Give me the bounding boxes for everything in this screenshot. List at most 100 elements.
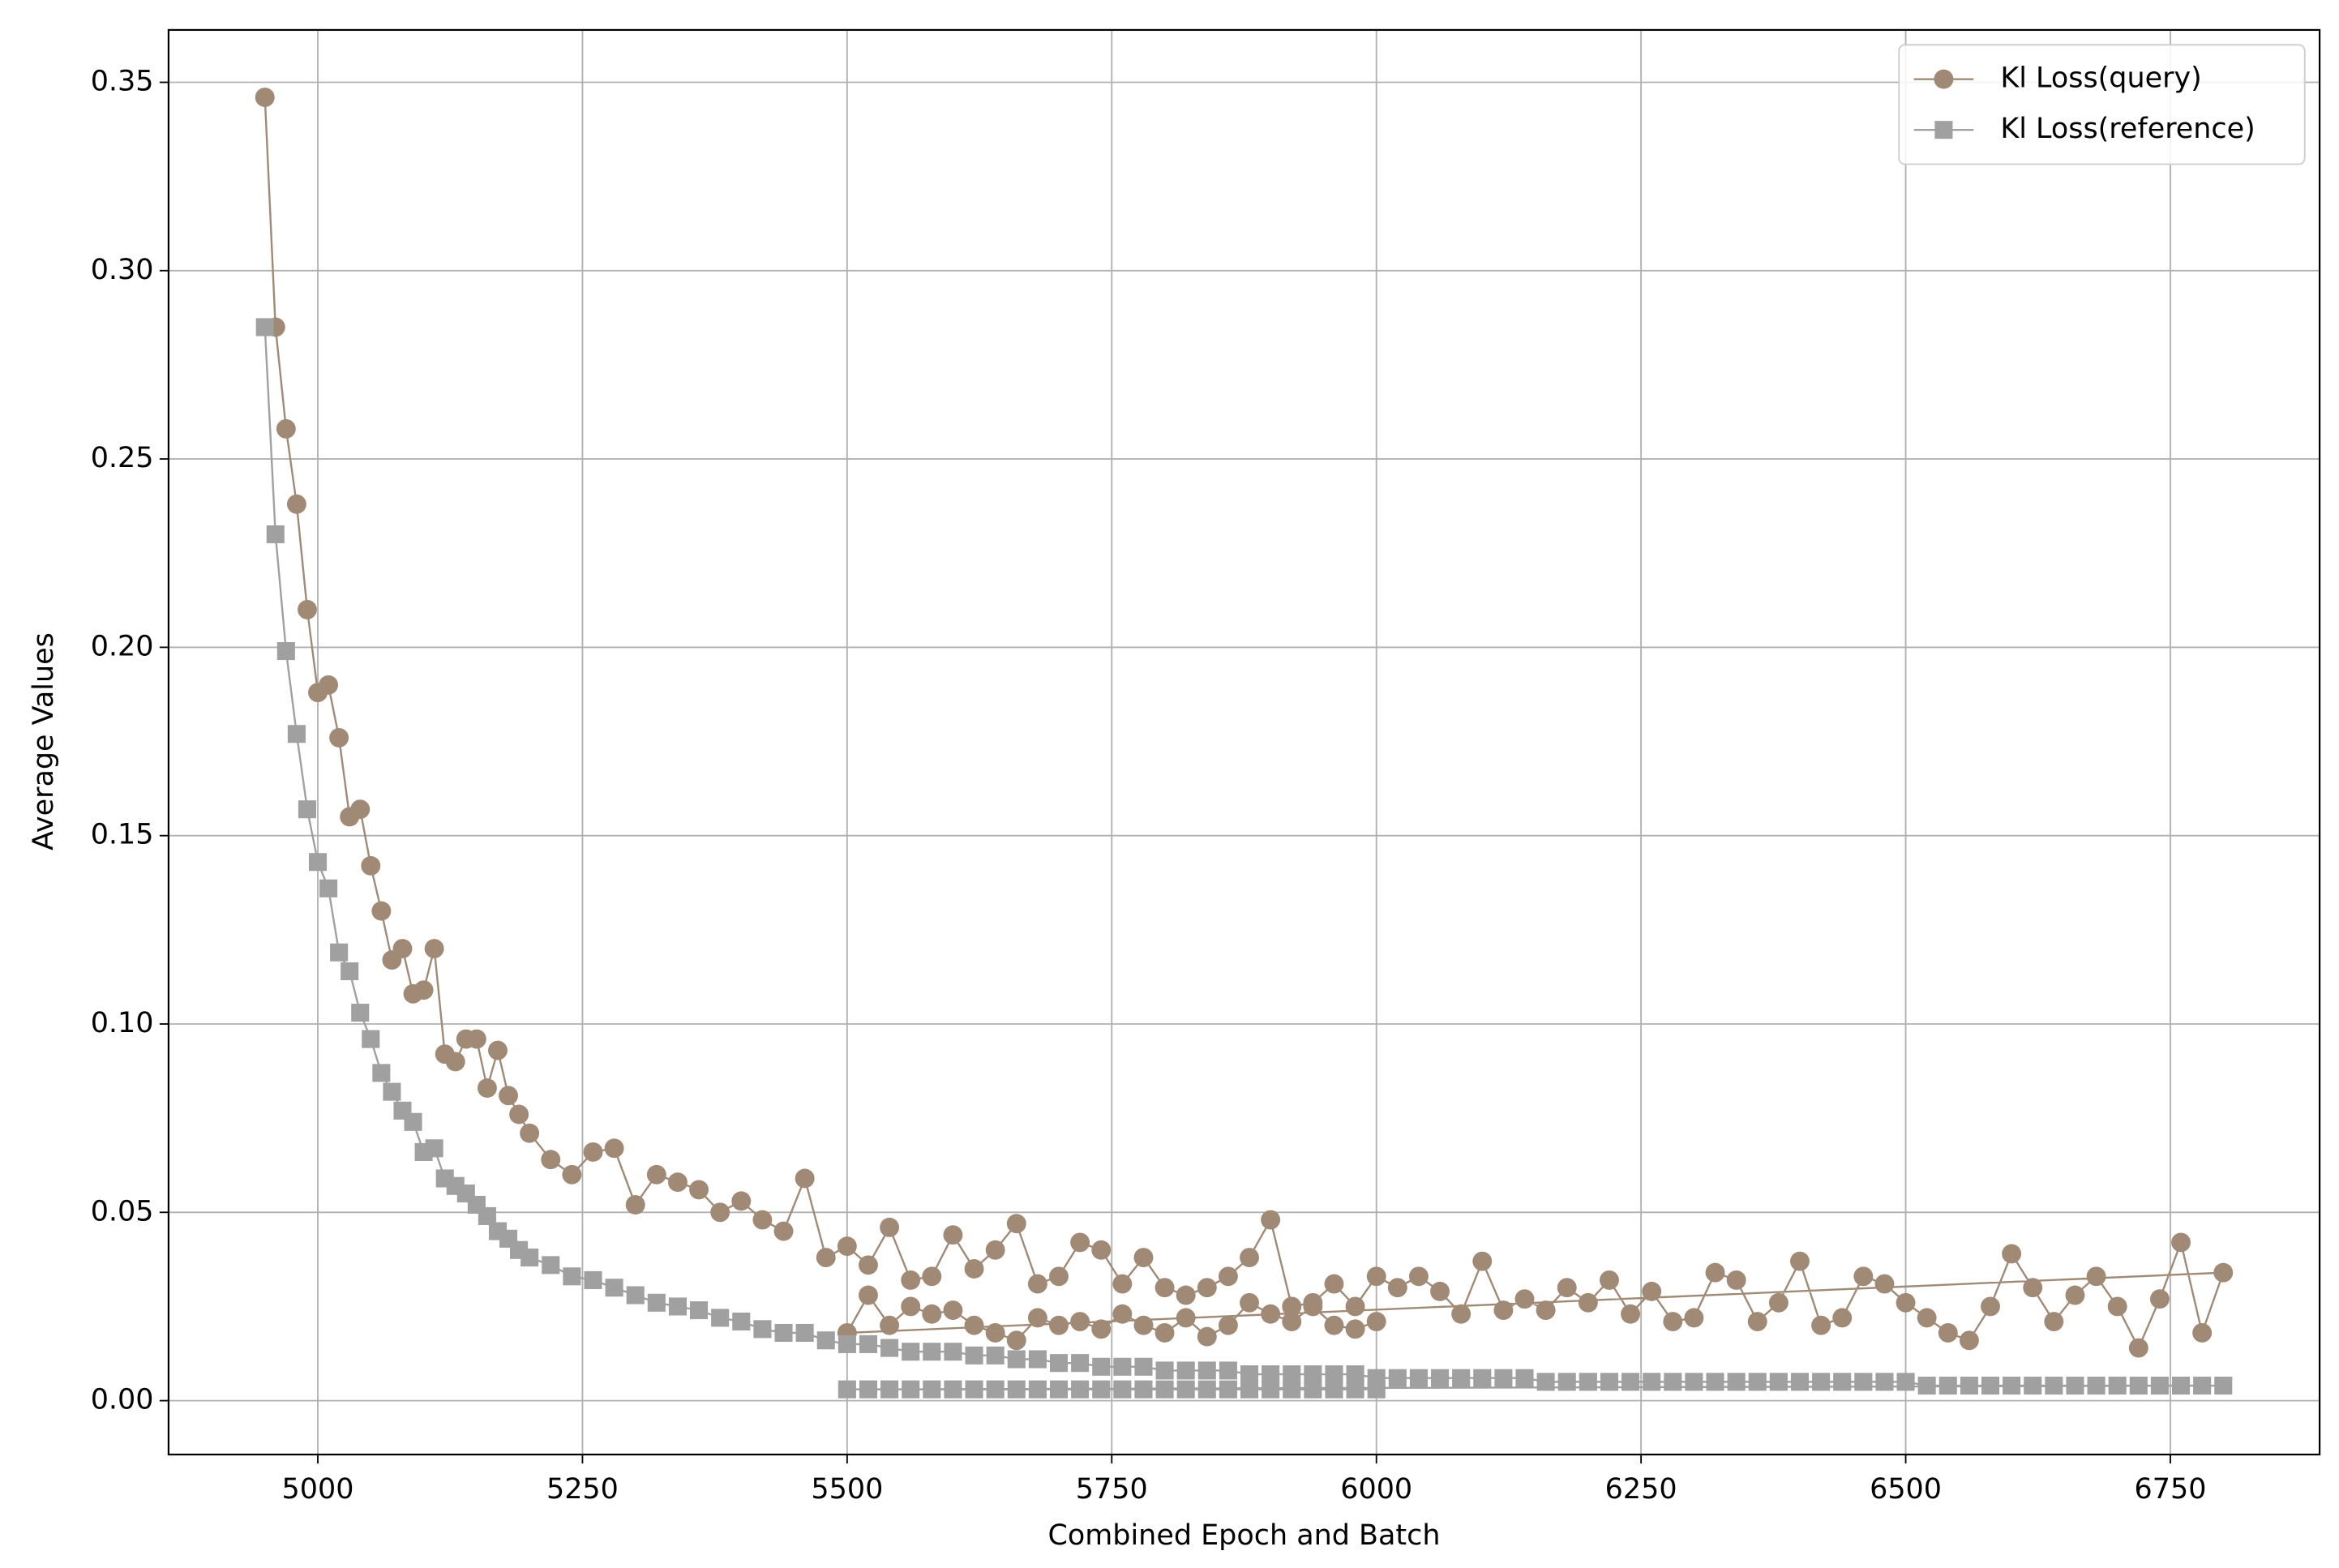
x-tick-label: 6500 (1870, 1473, 1942, 1506)
data-point (478, 1206, 496, 1225)
data-point (2150, 1376, 2169, 1395)
data-point (1028, 1380, 1047, 1399)
data-point (668, 1297, 687, 1316)
data-point (901, 1270, 921, 1290)
y-tick-label: 0.30 (91, 254, 154, 286)
data-point (1685, 1373, 1703, 1391)
data-point (1536, 1300, 1556, 1321)
data-point (1197, 1278, 1217, 1298)
data-point (1112, 1274, 1133, 1294)
plot-frame (167, 28, 2321, 1456)
data-point (1409, 1369, 1428, 1387)
data-point (1854, 1373, 1873, 1391)
data-point (351, 1004, 370, 1022)
data-point (1705, 1262, 1725, 1283)
data-point (541, 1150, 561, 1170)
data-point (752, 1210, 773, 1230)
data-point (1452, 1369, 1471, 1387)
data-point (880, 1217, 900, 1237)
data-point (488, 1040, 508, 1060)
data-point (965, 1380, 983, 1399)
data-point (319, 879, 338, 898)
data-point (392, 939, 413, 959)
data-point (1981, 1296, 2000, 1317)
data-point (901, 1296, 921, 1317)
data-point (690, 1301, 709, 1320)
data-point (1812, 1373, 1831, 1391)
x-tick-label: 6000 (1340, 1473, 1412, 1506)
data-point (1070, 1312, 1090, 1332)
data-point (1536, 1373, 1555, 1391)
data-point (1663, 1312, 1683, 1332)
data-point (1938, 1323, 1958, 1343)
data-point (361, 855, 381, 876)
legend-label: Kl Loss(query) (2000, 62, 2201, 95)
data-point (2214, 1376, 2233, 1395)
data-point (404, 1112, 422, 1131)
data-point (584, 1270, 602, 1289)
data-point (1600, 1373, 1618, 1391)
data-point (774, 1323, 793, 1343)
data-point (1006, 1214, 1026, 1234)
data-point (297, 599, 317, 619)
data-point (923, 1380, 941, 1399)
data-point (308, 853, 328, 872)
data-point (1896, 1373, 1915, 1391)
y-tick-label: 0.25 (91, 442, 154, 474)
data-point (922, 1266, 942, 1287)
x-tick-label: 5500 (811, 1473, 883, 1506)
data-point (1557, 1373, 1576, 1391)
data-point (341, 962, 359, 980)
data-point (1664, 1373, 1682, 1391)
data-point (1092, 1380, 1111, 1399)
data-point (1366, 1266, 1386, 1287)
data-point (1938, 1376, 1957, 1395)
data-point (1684, 1308, 1704, 1328)
data-point (1706, 1373, 1724, 1391)
data-point (1218, 1266, 1238, 1287)
data-point (413, 980, 434, 1000)
data-point (795, 1168, 815, 1189)
x-tick-label: 5000 (282, 1473, 354, 1506)
data-point (816, 1331, 835, 1350)
data-point (1218, 1315, 1238, 1335)
data-point (1917, 1376, 1936, 1395)
data-point (1027, 1274, 1047, 1294)
data-point (509, 1104, 529, 1125)
data-point (2002, 1244, 2022, 1264)
data-point (350, 799, 371, 820)
data-point (1875, 1373, 1894, 1391)
data-point (1408, 1266, 1429, 1287)
data-point (1874, 1274, 1895, 1294)
data-point (563, 1267, 581, 1286)
data-point (646, 1164, 666, 1185)
data-point (1303, 1296, 1323, 1317)
data-point (424, 939, 444, 959)
data-point (383, 1082, 401, 1101)
data-point (1304, 1380, 1322, 1399)
data-point (477, 1078, 497, 1098)
data-point (1112, 1304, 1133, 1324)
data-point (837, 1236, 857, 1257)
data-point (1472, 1251, 1493, 1271)
data-point (1578, 1292, 1598, 1313)
data-point (520, 1123, 540, 1143)
y-tick-label: 0.00 (91, 1384, 154, 1416)
data-point (965, 1346, 983, 1365)
data-point (1028, 1350, 1047, 1369)
data-point (1262, 1365, 1280, 1384)
legend-box (1898, 44, 2306, 165)
data-point (1367, 1380, 1386, 1399)
data-point (1049, 1380, 1069, 1399)
data-point (2108, 1376, 2127, 1395)
y-tick-label: 0.35 (91, 65, 154, 97)
data-point (1071, 1354, 1090, 1373)
data-point (1176, 1380, 1195, 1399)
data-point (859, 1255, 878, 1275)
data-point (1155, 1361, 1174, 1380)
data-point (445, 1052, 465, 1072)
data-point (1070, 1232, 1090, 1253)
data-point (1282, 1296, 1302, 1317)
data-point (2171, 1376, 2191, 1395)
data-point (943, 1300, 963, 1321)
